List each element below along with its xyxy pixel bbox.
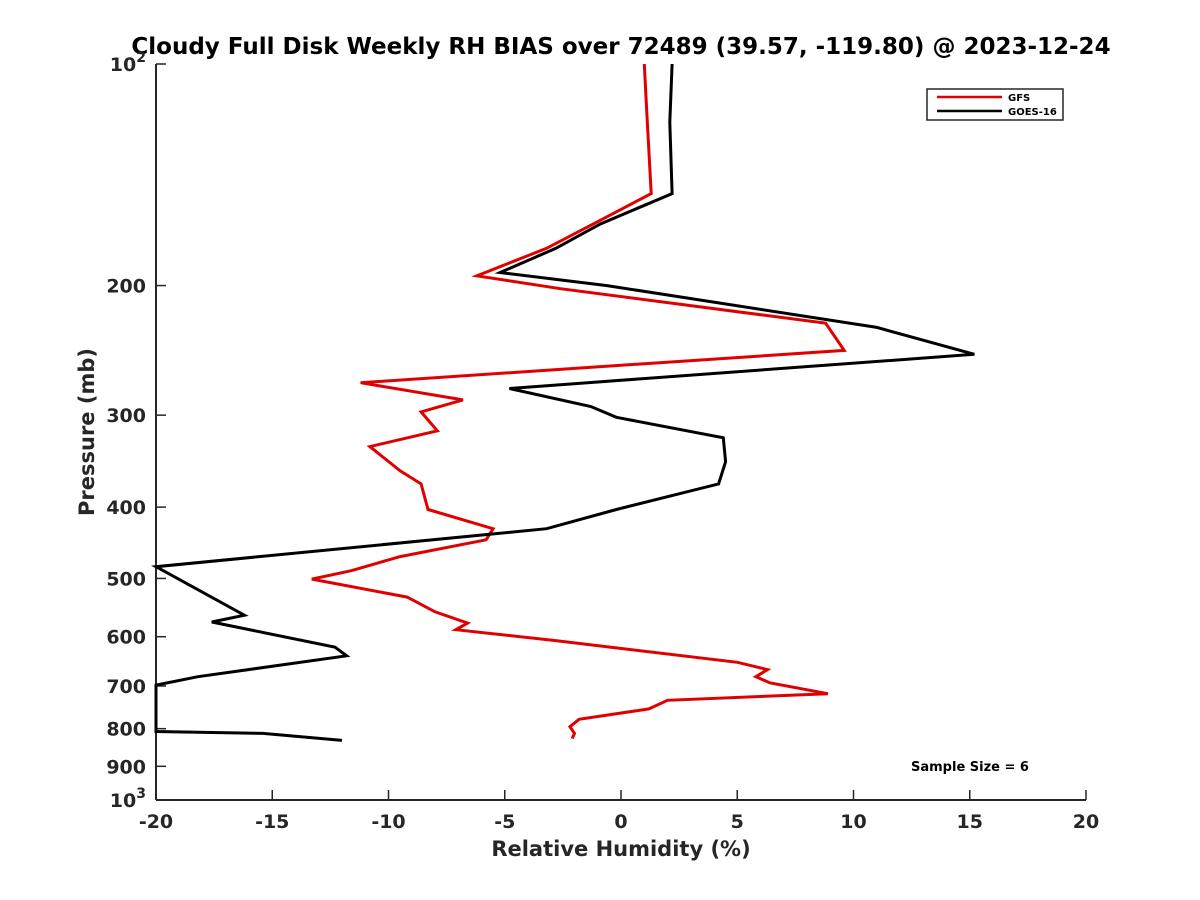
y-ticks: 102 200 300 400 500 600 700 800 900 103 — [106, 50, 166, 812]
legend-label-gfs: GFS — [1008, 93, 1030, 104]
y-tick-label: 500 — [106, 568, 146, 590]
x-ticks: -20 -15 -10 -5 0 5 10 15 20 — [139, 790, 1099, 833]
x-tick-label: 15 — [957, 811, 983, 833]
y-tick-label: 600 — [106, 627, 146, 649]
legend-box — [926, 88, 1064, 121]
x-axis-label: Relative Humidity (%) — [491, 837, 750, 861]
y-tick-label: 400 — [106, 497, 146, 519]
legend-label-goes16: GOES-16 — [1008, 107, 1057, 118]
y-tick-label: 900 — [106, 756, 146, 778]
series-layer — [151, 63, 975, 742]
sample-size-annotation: Sample Size = 6 — [911, 760, 1029, 775]
y-tick-label: 800 — [106, 719, 146, 741]
legend: GFS GOES-16 — [926, 88, 1064, 121]
x-tick-label: -5 — [494, 811, 515, 833]
y-tick-label: 300 — [106, 405, 146, 427]
x-tick-label: 0 — [614, 811, 627, 833]
x-tick-label: 20 — [1073, 811, 1099, 833]
x-tick-label: -20 — [139, 811, 173, 833]
y-tick-label: 103 — [110, 786, 146, 812]
series-line-goes16 — [151, 63, 975, 742]
chart-title: Cloudy Full Disk Weekly RH BIAS over 724… — [131, 34, 1110, 60]
series-line-gfs — [311, 63, 847, 740]
x-tick-label: 10 — [840, 811, 866, 833]
x-tick-label: 5 — [731, 811, 744, 833]
x-tick-label: -15 — [255, 811, 289, 833]
y-tick-label: 700 — [106, 676, 146, 698]
y-tick-label: 102 — [110, 50, 146, 76]
y-tick-label: 200 — [106, 276, 146, 298]
y-axis-label: Pressure (mb) — [75, 348, 99, 516]
x-tick-label: -10 — [371, 811, 405, 833]
